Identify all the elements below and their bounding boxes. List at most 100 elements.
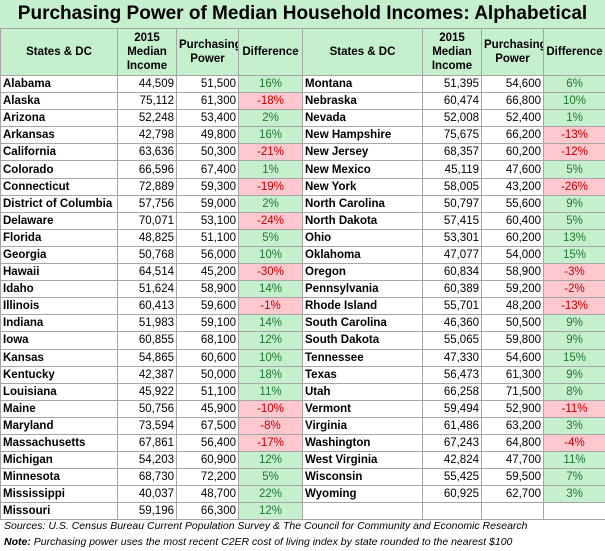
purchasing-power: 53,400 xyxy=(176,109,239,128)
purchasing-power: 51,100 xyxy=(176,382,239,401)
median-income: 60,855 xyxy=(117,331,177,350)
purchasing-power: 45,900 xyxy=(176,399,239,418)
purchasing-power: 58,900 xyxy=(481,263,544,282)
purchasing-power: 63,200 xyxy=(481,416,544,435)
median-income: 60,834 xyxy=(422,263,482,282)
difference-value: 8% xyxy=(543,382,605,401)
header-row: States & DC 2015 Median Income Purchasin… xyxy=(0,28,605,76)
table-row: Hawaii 64,514 45,200 -30% Oregon 60,834 58,900… xyxy=(0,263,605,282)
median-income: 75,675 xyxy=(422,126,482,145)
median-income: 45,119 xyxy=(422,160,482,179)
header-state-left: States & DC xyxy=(0,28,118,76)
difference-value: 5% xyxy=(238,468,303,487)
median-income: 73,594 xyxy=(117,416,177,435)
median-income: 60,389 xyxy=(422,280,482,299)
state-name: California xyxy=(0,143,118,162)
purchasing-power: 56,400 xyxy=(176,433,239,453)
difference-value: 16% xyxy=(238,74,303,94)
difference-value: -17% xyxy=(238,433,303,453)
difference-value: 18% xyxy=(238,365,303,384)
median-income: 60,925 xyxy=(422,485,482,504)
state-name: South Carolina xyxy=(302,314,423,333)
difference-value: 5% xyxy=(543,211,605,230)
state-name: Delaware xyxy=(0,211,118,230)
median-income: 56,473 xyxy=(422,365,482,384)
state-name: Mississippi xyxy=(0,485,118,504)
state-name: Wyoming xyxy=(302,485,423,504)
median-income: 52,008 xyxy=(422,109,482,128)
purchasing-power: 64,800 xyxy=(481,433,544,453)
median-income: 55,065 xyxy=(422,331,482,350)
state-name: North Carolina xyxy=(302,194,423,213)
difference-value: 12% xyxy=(238,331,303,350)
difference-value: 10% xyxy=(238,348,303,367)
median-income: 68,730 xyxy=(117,468,177,487)
median-income: 47,330 xyxy=(422,348,482,367)
purchasing-power: 59,500 xyxy=(481,468,544,487)
state-name: Florida xyxy=(0,228,118,247)
median-income: 50,797 xyxy=(422,194,482,213)
difference-value: 1% xyxy=(238,160,303,179)
state-name: Idaho xyxy=(0,280,118,299)
difference-value: -3% xyxy=(543,263,605,282)
header-income-right: 2015 Median Income xyxy=(422,28,482,76)
difference-value: 5% xyxy=(543,160,605,179)
state-name: Washington xyxy=(302,433,423,453)
difference-value: 2% xyxy=(238,194,303,213)
median-income: 45,922 xyxy=(117,382,177,401)
purchasing-power: 47,700 xyxy=(481,451,544,470)
header-power-right: Purchasing Power xyxy=(481,28,544,76)
difference-value: 16% xyxy=(238,126,303,145)
median-income: 57,415 xyxy=(422,211,482,230)
median-income: 54,203 xyxy=(117,451,177,470)
state-name: New Jersey xyxy=(302,143,423,162)
median-income: 51,983 xyxy=(117,314,177,333)
difference-value: -12% xyxy=(543,143,605,162)
state-name: Massachusetts xyxy=(0,433,118,453)
median-income: 52,248 xyxy=(117,109,177,128)
header-diff-left: Difference xyxy=(238,28,303,76)
header-income-left: 2015 Median Income xyxy=(117,28,177,76)
state-name: Michigan xyxy=(0,451,118,470)
median-income: 44,509 xyxy=(117,74,177,94)
difference-value: -26% xyxy=(543,177,605,196)
purchasing-power: 60,600 xyxy=(176,348,239,367)
state-name: New Mexico xyxy=(302,160,423,179)
difference-value: 22% xyxy=(238,485,303,504)
median-income: 51,624 xyxy=(117,280,177,299)
state-name: Kentucky xyxy=(0,365,118,384)
state-name: Vermont xyxy=(302,399,423,418)
purchasing-power: 47,600 xyxy=(481,160,544,179)
state-name: Rhode Island xyxy=(302,297,423,316)
median-income: 55,701 xyxy=(422,297,482,316)
state-name: Iowa xyxy=(0,331,118,350)
purchasing-power: 59,100 xyxy=(176,314,239,333)
difference-value: 15% xyxy=(543,245,605,265)
median-income: 42,387 xyxy=(117,365,177,384)
purchasing-power: 55,600 xyxy=(481,194,544,213)
state-name: Tennessee xyxy=(302,348,423,367)
purchasing-power: 60,200 xyxy=(481,143,544,162)
median-income: 63,636 xyxy=(117,143,177,162)
purchasing-power: 54,000 xyxy=(481,245,544,265)
state-name: Minnesota xyxy=(0,468,118,487)
header-state-right: States & DC xyxy=(302,28,423,76)
table-title: Purchasing Power of Median Household Inc… xyxy=(0,0,605,29)
purchasing-power: 66,200 xyxy=(481,126,544,145)
difference-value: -1% xyxy=(238,297,303,316)
purchasing-power: 67,500 xyxy=(176,416,239,435)
purchasing-power: 59,000 xyxy=(176,194,239,213)
difference-value: -21% xyxy=(238,143,303,162)
state-name: Oregon xyxy=(302,263,423,282)
state-name: Oklahoma xyxy=(302,245,423,265)
table-row: Missouri 59,196 66,300 12% xyxy=(0,502,605,521)
state-name: District of Columbia xyxy=(0,194,118,213)
difference-value: 3% xyxy=(543,416,605,435)
state-name: Nebraska xyxy=(302,92,423,111)
purchasing-power: 52,900 xyxy=(481,399,544,418)
purchasing-power: 50,000 xyxy=(176,365,239,384)
difference-value: -13% xyxy=(543,126,605,145)
purchasing-power: 56,000 xyxy=(176,245,239,265)
median-income: 59,494 xyxy=(422,399,482,418)
